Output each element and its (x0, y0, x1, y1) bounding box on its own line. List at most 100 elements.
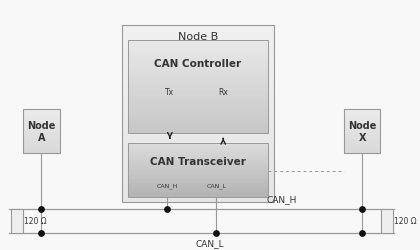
Bar (128, 94, 268, 96)
Bar (128, 162, 268, 164)
Bar (128, 110, 268, 113)
Bar (344, 109, 381, 154)
Bar (128, 59, 268, 62)
Bar (122, 144, 274, 150)
Bar (128, 92, 268, 94)
Bar (128, 48, 268, 50)
Bar (344, 125, 381, 127)
Bar (128, 164, 268, 165)
Text: CAN_H: CAN_H (156, 183, 178, 189)
Bar (122, 126, 274, 132)
Bar (122, 185, 274, 191)
Bar (10, 209, 23, 233)
Bar (128, 144, 268, 198)
Bar (122, 167, 274, 173)
Bar (128, 57, 268, 59)
Text: CAN Controller: CAN Controller (155, 59, 242, 69)
Bar (24, 140, 60, 142)
Bar (344, 114, 381, 116)
Point (38, 207, 45, 211)
Bar (122, 91, 274, 96)
Bar (344, 134, 381, 136)
Bar (24, 109, 60, 112)
Bar (24, 125, 60, 127)
Bar (128, 43, 268, 45)
Bar (122, 61, 274, 67)
Bar (344, 140, 381, 142)
Bar (122, 102, 274, 108)
Bar (128, 194, 268, 196)
Text: CAN_H: CAN_H (267, 194, 297, 203)
Bar (128, 189, 268, 190)
Bar (128, 52, 268, 55)
Bar (128, 129, 268, 132)
Bar (128, 153, 268, 154)
Bar (24, 112, 60, 114)
Bar (128, 124, 268, 127)
Bar (128, 144, 268, 146)
Bar (128, 176, 268, 178)
Bar (344, 109, 381, 112)
Bar (128, 192, 268, 194)
Bar (344, 129, 381, 132)
Text: 120 Ω: 120 Ω (24, 216, 47, 226)
Bar (128, 80, 268, 82)
Bar (24, 147, 60, 149)
Bar (128, 115, 268, 117)
Bar (344, 122, 381, 125)
Bar (24, 138, 60, 140)
Text: Rx: Rx (218, 88, 228, 96)
Text: 120 Ω: 120 Ω (394, 216, 417, 226)
Bar (128, 190, 268, 192)
Bar (122, 38, 274, 44)
Bar (128, 41, 268, 43)
Bar (128, 146, 268, 147)
Text: CAN_L: CAN_L (206, 183, 226, 189)
Bar (24, 149, 60, 151)
Bar (344, 145, 381, 147)
Bar (128, 174, 268, 176)
Bar (128, 104, 268, 106)
Point (38, 231, 45, 235)
Bar (128, 41, 268, 134)
Text: CAN Transceiver: CAN Transceiver (150, 156, 246, 166)
Bar (128, 169, 268, 171)
Bar (128, 149, 268, 151)
Bar (128, 122, 268, 124)
Bar (128, 158, 268, 160)
Bar (128, 183, 268, 185)
Bar (128, 147, 268, 149)
Bar (122, 73, 274, 79)
Bar (24, 127, 60, 129)
Text: Node
A: Node A (27, 121, 56, 142)
Bar (344, 118, 381, 120)
Bar (122, 150, 274, 156)
Bar (128, 45, 268, 48)
Bar (128, 71, 268, 73)
Bar (128, 62, 268, 64)
Bar (128, 85, 268, 87)
Bar (128, 171, 268, 172)
Bar (128, 187, 268, 189)
Bar (24, 132, 60, 134)
Bar (128, 185, 268, 187)
Bar (128, 99, 268, 101)
Point (359, 231, 366, 235)
Bar (344, 136, 381, 138)
Bar (128, 154, 268, 156)
Bar (122, 162, 274, 167)
Text: Node B: Node B (178, 32, 218, 42)
Bar (128, 127, 268, 129)
Bar (128, 90, 268, 92)
Bar (344, 138, 381, 140)
Bar (24, 136, 60, 138)
Bar (122, 32, 274, 38)
Bar (344, 151, 381, 154)
Text: Tx: Tx (165, 88, 174, 96)
Bar (24, 142, 60, 145)
Bar (128, 87, 268, 90)
Bar (24, 129, 60, 132)
Bar (24, 134, 60, 136)
Bar (344, 149, 381, 151)
Bar (122, 138, 274, 144)
